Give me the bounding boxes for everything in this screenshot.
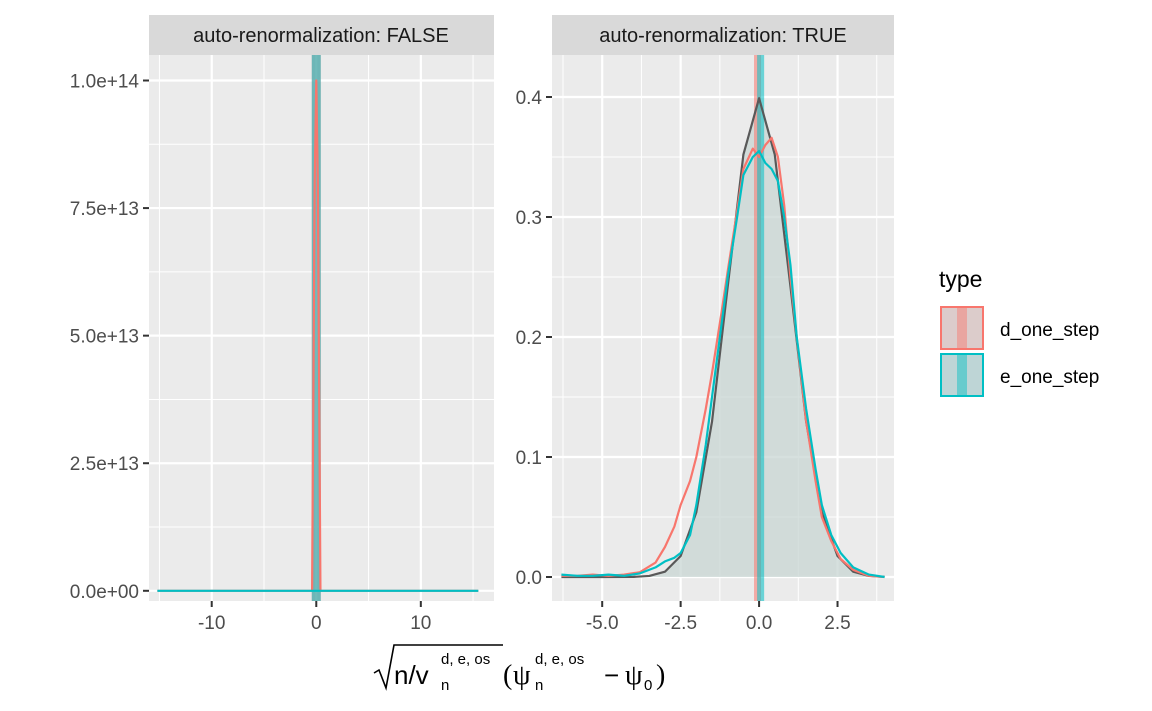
- x-label-close-paren: ): [656, 660, 665, 691]
- x-label-psi0: ψ: [625, 660, 643, 691]
- strip-label-true: auto-renormalization: TRUE: [599, 25, 847, 47]
- legend-key-bg: [941, 354, 983, 396]
- legend-key-bg: [941, 307, 983, 349]
- reference-density-area: [561, 98, 885, 577]
- y-tick-label: 7.5e+13: [70, 199, 139, 220]
- legend-key-d-bar: [957, 308, 967, 348]
- legend-key-d-one-step: [940, 306, 984, 350]
- legend-item-e-one-step: e_one_step: [940, 353, 1099, 397]
- x-tick-label: 2.5: [824, 613, 850, 634]
- y-tick-label: 0.1: [516, 448, 542, 469]
- density-line-reference-normal-density: [561, 97, 885, 579]
- x-label-sup: d, e, os: [441, 651, 490, 668]
- x-axis-true: -5.0 -2.5 0.0 2.5: [586, 601, 851, 634]
- legend: type d_one_step e_one_step: [939, 266, 1099, 397]
- x-tick-label: 0: [311, 613, 322, 634]
- x-label-minus: −: [604, 660, 619, 690]
- strip-background-false: [149, 15, 494, 55]
- legend-item-d-one-step: d_one_step: [940, 306, 1099, 350]
- y-axis-true: 0.0 0.1 0.2 0.3 0.4: [516, 88, 552, 589]
- x-axis-title: n/v n d, e, os ( ψ n d, e, os − ψ 0 ): [373, 644, 665, 694]
- legend-title: type: [939, 266, 982, 292]
- y-tick-label: 0.3: [516, 208, 542, 229]
- y-tick-label: 0.0: [516, 568, 542, 589]
- y-tick-label: 5.0e+13: [70, 327, 139, 348]
- strip-background-true: [552, 15, 894, 55]
- panel-auto-renormalization-true: auto-renormalization: TRUE 0.00.10.20.30…: [516, 15, 894, 634]
- plot-background-false: [149, 55, 494, 601]
- legend-label-e-one-step: e_one_step: [1000, 367, 1099, 388]
- y-tick-label: 0.2: [516, 328, 542, 349]
- reference-area: [561, 98, 885, 577]
- y-tick-label: 2.5e+13: [70, 454, 139, 475]
- x-tick-label: -5.0: [586, 613, 619, 634]
- x-label-sub: n: [441, 677, 449, 694]
- x-tick-label: -2.5: [664, 613, 697, 634]
- y-tick-label: 1.0e+14: [70, 72, 140, 93]
- x-label-psi-sub: n: [535, 677, 543, 694]
- y-tick-label: 0.0e+00: [70, 582, 139, 603]
- legend-label-d-one-step: d_one_step: [1000, 320, 1099, 341]
- x-tick-label: 10: [410, 613, 431, 634]
- legend-key-e-bar: [957, 355, 967, 395]
- x-label-psi0-sub: 0: [644, 677, 652, 694]
- x-label-psi: ψ: [513, 660, 531, 691]
- density-curves-true: [561, 97, 885, 579]
- panel-auto-renormalization-false: auto-renormalization: FALSE 0.0e+00 2.5e+…: [70, 15, 494, 634]
- x-label-psi-sup: d, e, os: [535, 651, 584, 668]
- sqrt-symbol: [373, 644, 503, 691]
- y-axis-false: 0.0e+00 2.5e+13 5.0e+13 7.5e+13 1.0e+14: [70, 72, 149, 603]
- density-curves-false: [157, 79, 479, 592]
- y-tick-label: 0.4: [516, 88, 543, 109]
- x-axis-false: -10 0 10: [198, 601, 431, 634]
- x-tick-label: 0.0: [746, 613, 772, 634]
- x-label-open-paren: (: [503, 660, 512, 691]
- strip-label-false: auto-renormalization: FALSE: [193, 25, 449, 47]
- x-label-prefix: n/v: [394, 660, 429, 690]
- legend-key-e-one-step: [940, 353, 984, 397]
- density-line-e_one_step: [561, 149, 885, 579]
- mean-vlines-true: [754, 55, 765, 601]
- x-tick-label: -10: [198, 613, 225, 634]
- x-axis-title-text: n/v: [394, 660, 429, 690]
